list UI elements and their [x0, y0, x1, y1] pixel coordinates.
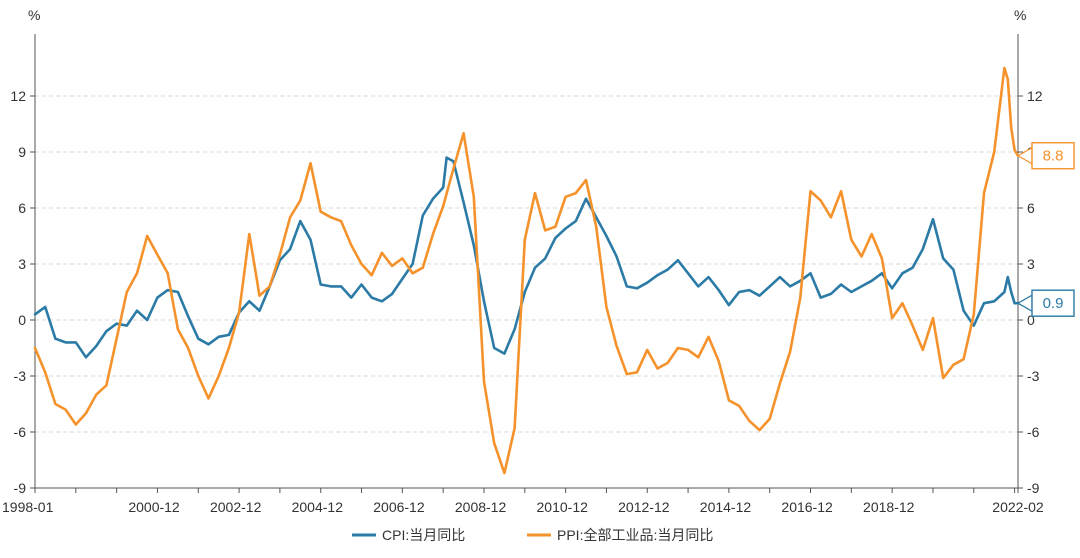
right-y-tick-label: -3	[1027, 368, 1040, 384]
legend-entry: PPI:全部工业品:当月同比	[557, 527, 713, 543]
x-tick-label: 2008-12	[455, 499, 507, 515]
x-tick-label: 2006-12	[373, 499, 425, 515]
right-y-tick-label: -9	[1027, 480, 1040, 496]
legend: CPI:当月同比 PPI:全部工业品:当月同比	[352, 527, 713, 543]
right-y-tick-label: 0	[1027, 312, 1035, 328]
callout-box	[1031, 289, 1075, 317]
x-tick-label: 1998-01	[2, 499, 54, 515]
ppi-series-line	[33, 66, 1020, 475]
legend-entry: CPI:当月同比	[382, 527, 465, 543]
grid-lines	[35, 95, 1018, 489]
left-y-tick-label: 9	[18, 144, 26, 160]
left-y-tick-label: -9	[14, 480, 27, 496]
cpi-last-value-label: 0.9	[1043, 295, 1064, 312]
cpi-series-line	[33, 156, 1020, 359]
left-y-tick-label: 3	[18, 256, 26, 272]
x-tick-label: 2012-12	[618, 499, 670, 515]
left-y-tick-label: 12	[10, 88, 26, 104]
right-unit-label: %	[1014, 7, 1026, 23]
x-tick-label: 2010-12	[537, 499, 589, 515]
series-lines	[33, 66, 1020, 475]
x-tick-label: 2022-02	[992, 499, 1044, 515]
left-unit-label: %	[28, 7, 40, 23]
callout-box	[1031, 142, 1075, 170]
x-tick-label: 2002-12	[210, 499, 262, 515]
left-y-tick-label: 0	[18, 312, 26, 328]
right-y-tick-label: 12	[1027, 88, 1043, 104]
left-y-tick-label: 6	[18, 200, 26, 216]
ppi-last-value-label: 8.8	[1043, 148, 1064, 165]
right-y-tick-label: 6	[1027, 200, 1035, 216]
value-callouts: 0.9 8.8	[1016, 142, 1075, 317]
right-y-tick-label: 3	[1027, 256, 1035, 272]
x-tick-label: 2018-12	[863, 499, 915, 515]
callout-pointer	[1016, 294, 1033, 313]
axes: % %	[28, 7, 1026, 489]
x-tick-label: 2004-12	[292, 499, 344, 515]
x-tick-label: 2000-12	[128, 499, 180, 515]
callout-pointer	[1016, 146, 1033, 165]
x-tick-label: 2016-12	[781, 499, 833, 515]
x-tick-label: 2014-12	[700, 499, 752, 515]
left-y-tick-label: -6	[14, 424, 27, 440]
left-y-tick-label: -3	[14, 368, 27, 384]
right-y-tick-label: -6	[1027, 424, 1040, 440]
